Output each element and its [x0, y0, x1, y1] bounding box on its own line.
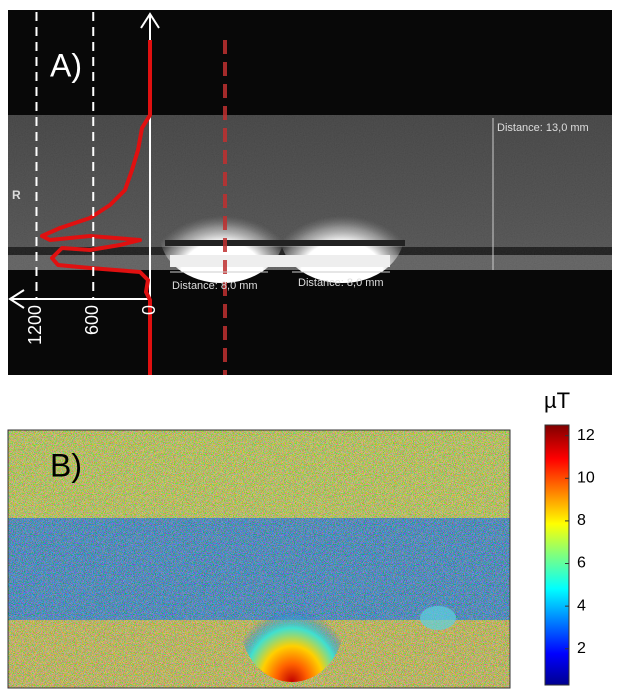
image-blob: [160, 187, 284, 283]
measurement-label: Distance: 8,0 mm: [298, 277, 384, 289]
colorbar: [545, 425, 569, 685]
image-hotspot: [420, 606, 456, 630]
panel-label: A): [50, 47, 82, 83]
measurement-label: Distance: 8,0 mm: [172, 280, 258, 292]
colorbar-tick-label: 8: [577, 512, 586, 529]
figure: Distance: 13,0 mm Distance: 8,0 mm Dista…: [0, 0, 618, 690]
measurement-label: Distance: 13,0 mm: [497, 122, 589, 134]
image-hotspot: [240, 562, 344, 682]
profile-tick-label: 1200: [25, 305, 45, 345]
colorbar-unit: µT: [544, 388, 570, 413]
profile-tick-label: 0: [139, 305, 159, 315]
colorbar-tick-label: 6: [577, 555, 586, 572]
profile-tick-label: 600: [82, 305, 102, 335]
image-band: [165, 240, 405, 246]
panel-b: B) µT: [8, 388, 570, 688]
panel-label: B): [50, 447, 82, 483]
orientation-label: R: [12, 188, 21, 202]
image-blob: [170, 255, 390, 267]
colorbar-tick-label: 2: [577, 640, 586, 657]
colorbar-tick-label: 4: [577, 597, 586, 614]
colorbar-tick-label: 12: [577, 427, 595, 444]
colorbar-tick-label: 10: [577, 469, 595, 486]
image-blob: [280, 187, 404, 283]
